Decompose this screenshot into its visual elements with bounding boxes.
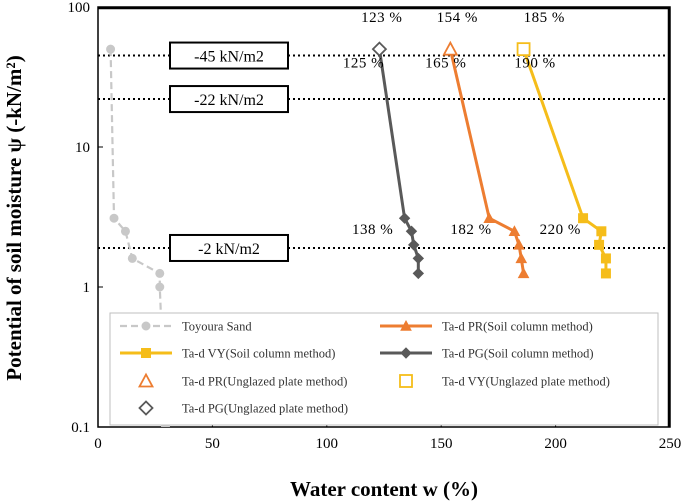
legend-label: Ta-d PR(Unglazed plate method) xyxy=(182,375,347,389)
data-point-diamond xyxy=(408,239,420,251)
data-point-triangle xyxy=(508,225,521,237)
legend-item: Ta-d PR(Unglazed plate method) xyxy=(137,372,347,389)
legend-item: Ta-d VY(Unglazed plate method) xyxy=(399,374,610,389)
data-point-square xyxy=(600,253,611,264)
legend-item: Ta-d PG(Soil column method) xyxy=(380,347,594,361)
pressure-label: -2 kN/m2 xyxy=(198,241,260,258)
x-tick-label: 50 xyxy=(205,436,220,452)
pressure-label-box xyxy=(169,41,289,70)
y-tick-label: 0.1 xyxy=(71,420,90,436)
pressure-label-box xyxy=(169,85,289,114)
data-point-circle xyxy=(106,44,116,54)
series-ta-d-pg-soil-column-method- xyxy=(373,43,425,280)
data-point-diamond xyxy=(412,252,425,265)
data-point-triangle xyxy=(513,238,525,250)
pressure-label-box xyxy=(169,233,289,262)
data-point-triangle xyxy=(400,319,412,331)
data-point-square xyxy=(141,348,151,358)
data-point-triangle xyxy=(483,212,496,223)
data-point-circle xyxy=(120,226,130,236)
annotation-label: 154 % xyxy=(437,10,478,26)
data-point-square xyxy=(594,239,605,250)
annotation-label: 125 % xyxy=(343,55,384,71)
data-point-circle xyxy=(141,321,151,331)
x-tick-label: 150 xyxy=(430,436,453,452)
legend-label: Ta-d PG(Soil column method) xyxy=(442,347,594,361)
data-point-circle xyxy=(155,282,165,292)
data-point-diamond xyxy=(371,41,388,57)
data-point-diamond xyxy=(138,400,154,416)
annotation-label: 123 % xyxy=(361,10,402,26)
y-tick-label: 1 xyxy=(83,280,91,296)
x-tick-label: 0 xyxy=(94,436,102,452)
pressure-label: -45 kN/m2 xyxy=(194,49,264,66)
legend-label: Ta-d VY(Unglazed plate method) xyxy=(442,375,610,389)
pressure-labels: -45 kN/m2 -22 kN/m2 -2 kN/m2 xyxy=(169,41,289,262)
annotation-label: 138 % xyxy=(352,222,393,238)
annotation-label: 165 % xyxy=(425,55,466,71)
legend: Toyoura Sand Ta-d PR(Soil column method) T… xyxy=(109,312,659,426)
legend-label: Ta-d PR(Soil column method) xyxy=(442,320,593,334)
legend-box xyxy=(109,312,659,426)
data-point-circle xyxy=(155,268,165,278)
pressure-label: -22 kN/m2 xyxy=(194,92,264,109)
data-point-diamond xyxy=(412,267,425,280)
data-point-diamond xyxy=(400,347,412,359)
data-point-triangle xyxy=(517,267,530,279)
data-point-triangle xyxy=(515,252,528,264)
data-point-triangle xyxy=(442,40,459,56)
legend-label: Ta-d PG(Unglazed plate method) xyxy=(182,402,348,416)
y-tick-label: 10 xyxy=(75,140,90,156)
data-point-square xyxy=(600,268,611,279)
data-point-square xyxy=(399,374,413,388)
series-toyoura-sand xyxy=(106,44,170,427)
data-series xyxy=(106,40,611,427)
data-point-diamond xyxy=(405,225,418,237)
data-point-square xyxy=(516,42,531,57)
data-point-diamond xyxy=(398,212,411,224)
data-point-circle xyxy=(127,253,137,263)
data-point-square xyxy=(578,213,589,224)
series-ta-d-pg-unglazed-plate-method- xyxy=(371,41,388,57)
series-ta-d-vy-unglazed-plate-method- xyxy=(516,42,531,57)
series-ta-d-pr-unglazed-plate-method- xyxy=(442,40,459,56)
data-point-triangle xyxy=(137,372,155,388)
data-point-circle xyxy=(109,213,119,223)
legend-item: Toyoura Sand xyxy=(120,320,252,334)
annotation-label: 185 % xyxy=(524,10,565,26)
x-tick-label: 100 xyxy=(316,436,339,452)
y-axis-title: Potential of soil moisture ψ (-kN/m²) xyxy=(2,55,26,380)
x-tick-label: 200 xyxy=(544,436,567,452)
x-axis-title: Water content w (%) xyxy=(290,477,478,501)
x-tick-label: 250 xyxy=(659,436,682,452)
annotation-label: 190 % xyxy=(514,55,555,71)
legend-item: Ta-d PG(Unglazed plate method) xyxy=(138,400,348,416)
data-point-square xyxy=(596,226,607,237)
y-tick-label: 100 xyxy=(68,0,91,16)
annotation-label: 220 % xyxy=(540,222,581,238)
legend-item: Ta-d PR(Soil column method) xyxy=(380,320,593,334)
percent-annotations: 123 % 154 % 185 % 125 % 165 % 190 % 138 % 182 %… xyxy=(343,10,581,238)
axis-ticks: 0 50 100 150 200 250 0.1 1 10 100 xyxy=(68,0,682,452)
legend-label: Toyoura Sand xyxy=(182,320,252,334)
annotation-label: 182 % xyxy=(450,222,491,238)
legend-item: Ta-d VY(Soil column method) xyxy=(120,347,335,361)
legend-label: Ta-d VY(Soil column method) xyxy=(182,347,335,361)
